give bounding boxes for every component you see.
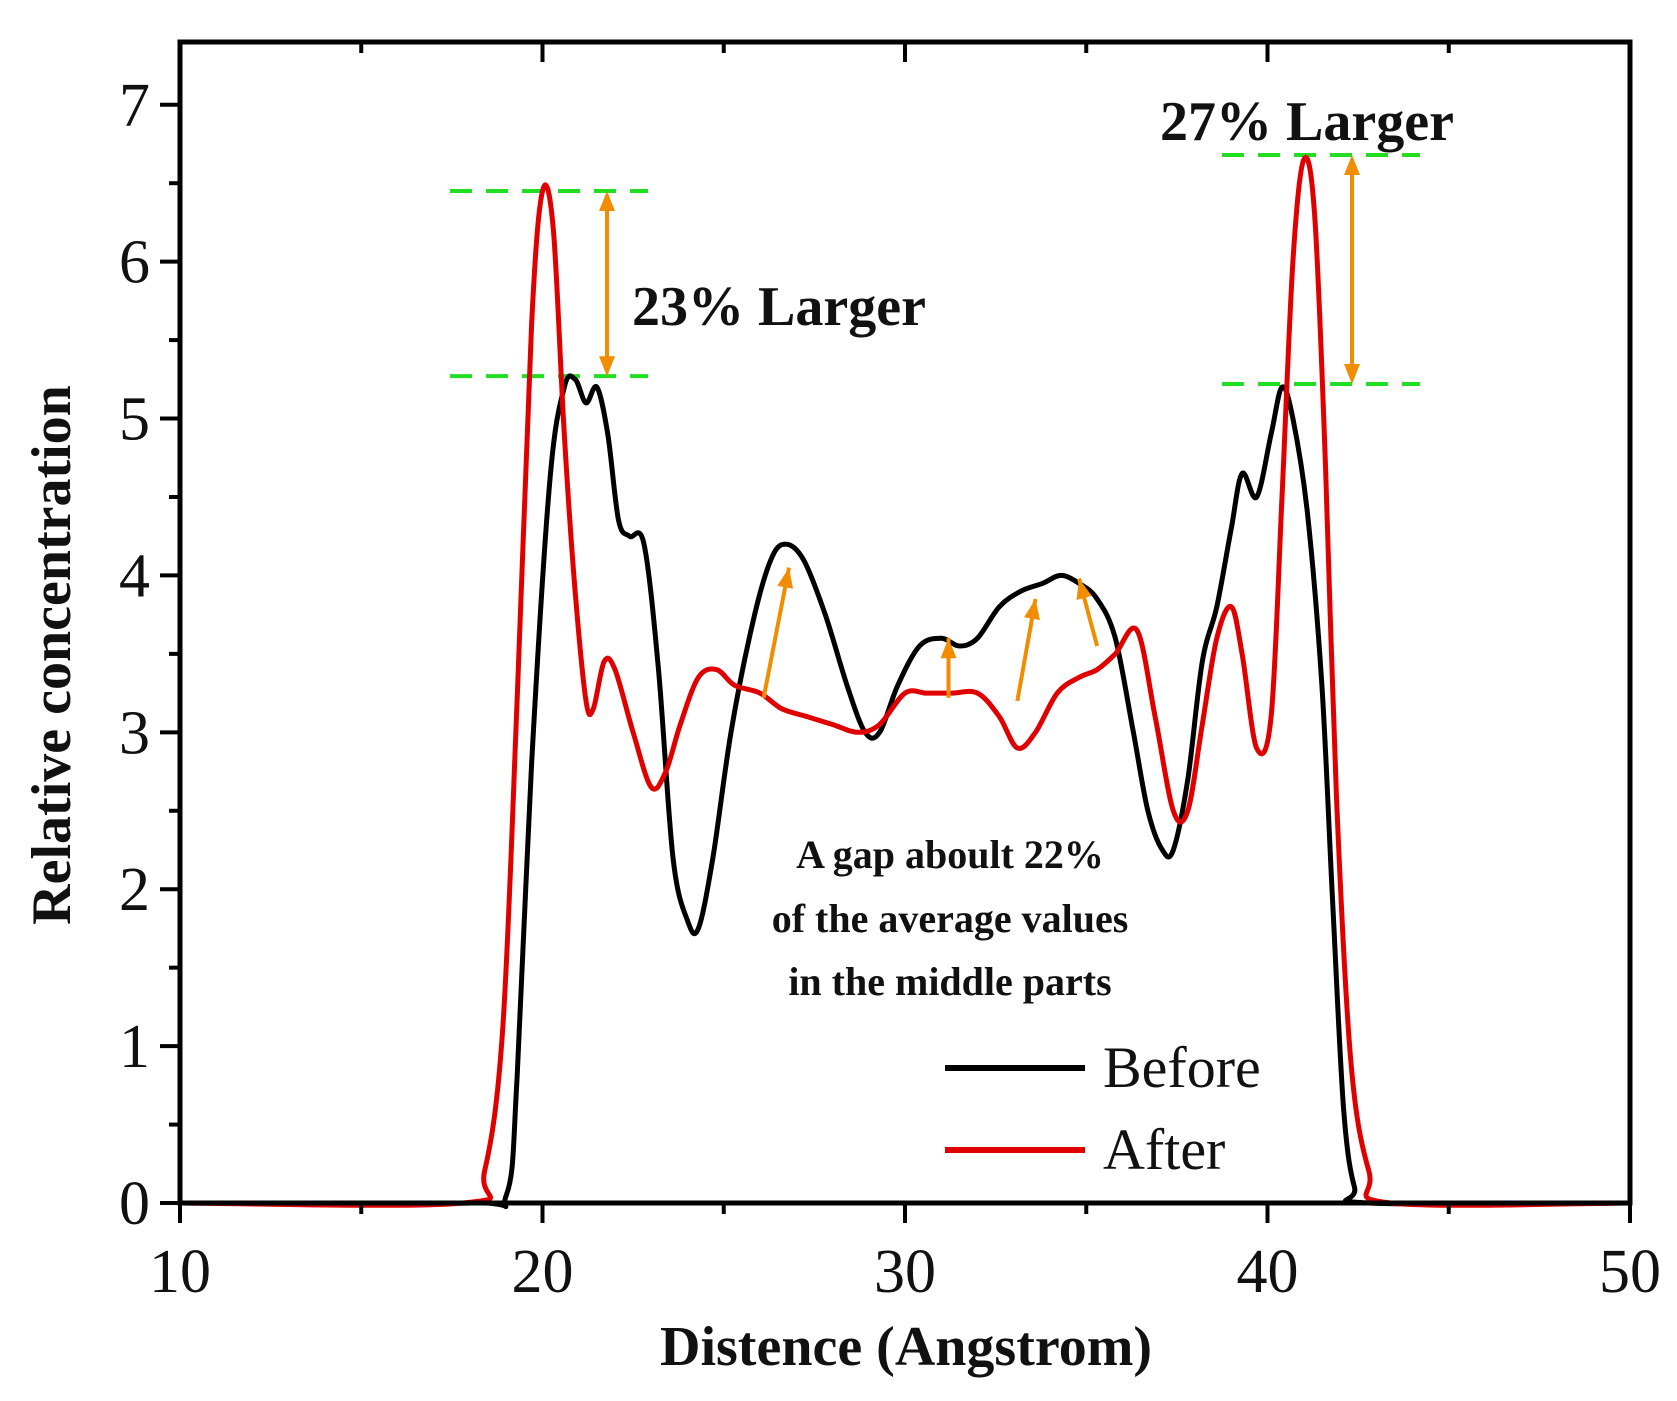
middle-arrow-1-head	[777, 567, 793, 589]
y-tick-label: 0	[119, 1170, 150, 1238]
gap-annotation-line-1: A gap aboult 22%	[796, 832, 1104, 877]
x-tick-label: 50	[1599, 1238, 1661, 1306]
gap-annotation-line-3: in the middle parts	[788, 959, 1111, 1004]
series-layer	[177, 155, 1633, 1210]
y-tick-label: 1	[119, 1013, 150, 1081]
left-gap-arrow-head-top	[599, 191, 615, 211]
axes: 10 20 30 40 50 0 1 2 3 4 5 6 7	[119, 39, 1661, 1306]
y-tick-label: 4	[119, 542, 150, 610]
series-line-before	[177, 373, 1633, 1210]
left-gap-arrow-head-bottom	[599, 356, 615, 377]
x-tick-label: 20	[512, 1238, 574, 1306]
right-peak-annotation: 27% Larger	[1160, 91, 1454, 153]
y-tick-label: 5	[119, 386, 150, 454]
middle-arrow-3-head	[1024, 599, 1040, 621]
gap-annotation-line-2: of the average values	[772, 896, 1129, 941]
y-tick-label: 7	[119, 72, 150, 140]
x-axis-title: Distence (Angstrom)	[660, 1316, 1152, 1378]
middle-arrow-2-head	[940, 638, 957, 659]
reference-lines	[450, 152, 1420, 387]
right-gap-arrow-head-bottom	[1344, 364, 1360, 384]
legend-label-after: After	[1103, 1117, 1225, 1182]
middle-arrow-1	[761, 567, 791, 699]
x-tick-label: 30	[874, 1238, 936, 1306]
x-tick-label: 10	[149, 1238, 211, 1306]
series-line-after	[177, 155, 1633, 1208]
middle-arrow-4-head	[1076, 578, 1092, 600]
y-tick-label: 6	[119, 229, 150, 297]
y-tick-label: 2	[119, 856, 150, 924]
x-tick-label: 40	[1237, 1238, 1299, 1306]
left-peak-annotation: 23% Larger	[632, 276, 926, 338]
y-axis-title: Relative concentration	[21, 385, 83, 925]
plot-frame	[177, 39, 1633, 1206]
y-tick-label: 3	[119, 699, 150, 767]
legend-label-before: Before	[1103, 1035, 1261, 1100]
right-gap-arrow-head-top	[1344, 155, 1360, 175]
legend: Before After	[945, 1035, 1261, 1182]
annotation-arrows	[599, 155, 1360, 702]
